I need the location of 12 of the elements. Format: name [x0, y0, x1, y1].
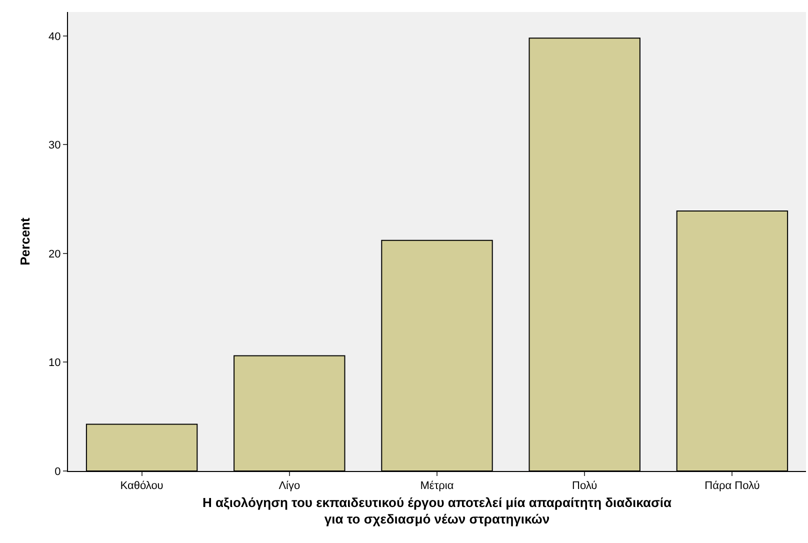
x-tick-label: Λίγο: [278, 480, 300, 492]
y-tick-label: 0: [54, 466, 61, 478]
x-tick-label: Πολύ: [572, 480, 598, 492]
y-tick-label: 10: [48, 357, 61, 370]
x-tick-label: Μέτρια: [420, 480, 454, 492]
x-axis-title: Η αξιολόγηση του εκπαιδευτικού έργου αποτελεί μία απαραίτητη διαδικασία για το σχεδιασμό νέων στρατηγικών: [202, 494, 672, 527]
y-tick-label: 40: [48, 30, 61, 43]
x-tick-label: Πάρα Πολύ: [704, 480, 760, 492]
y-axis-title: Percent: [18, 216, 32, 266]
y-tick-label: 20: [48, 248, 61, 260]
y-tick-label: 30: [48, 140, 61, 152]
x-tick-label: Καθόλου: [120, 480, 164, 492]
